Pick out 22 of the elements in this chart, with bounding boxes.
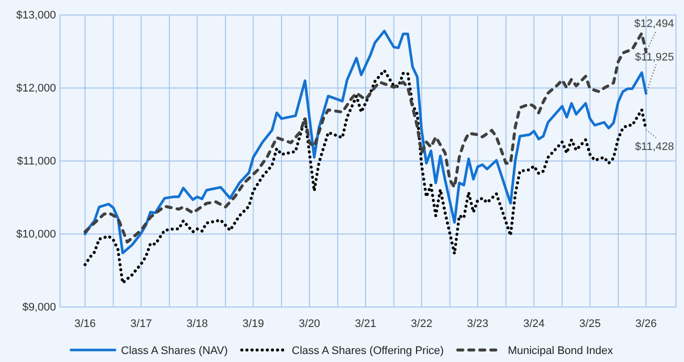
y-tick-label: $10,000 xyxy=(16,228,56,241)
legend-label: Class A Shares (Offering Price) xyxy=(292,345,444,357)
x-tick-label: 3/18 xyxy=(186,318,208,330)
annotation: $11,428 xyxy=(635,140,674,153)
y-tick-label: $11,000 xyxy=(17,156,56,168)
x-tick-label: 3/22 xyxy=(410,318,432,330)
x-tick-label: 3/23 xyxy=(466,318,488,330)
x-tick-label: 3/17 xyxy=(130,318,152,330)
x-tick-label: 3/24 xyxy=(523,318,545,330)
x-tick-label: 3/16 xyxy=(74,318,96,330)
y-tick-label: $9,000 xyxy=(22,302,56,314)
legend-label: Municipal Bond Index xyxy=(508,345,614,357)
x-tick-label: 3/26 xyxy=(635,318,657,330)
legend-label: Class A Shares (NAV) xyxy=(121,345,228,357)
y-tick-label: $12,000 xyxy=(16,82,56,95)
x-tick-label: 3/21 xyxy=(354,318,376,330)
x-tick-label: 3/20 xyxy=(298,318,320,330)
x-tick-label: 3/19 xyxy=(242,318,264,330)
annotation: $12,494 xyxy=(634,18,674,30)
x-tick-label: 3/25 xyxy=(579,318,601,330)
y-tick-label: $13,000 xyxy=(16,10,56,22)
annotation: $11,925 xyxy=(635,51,674,64)
